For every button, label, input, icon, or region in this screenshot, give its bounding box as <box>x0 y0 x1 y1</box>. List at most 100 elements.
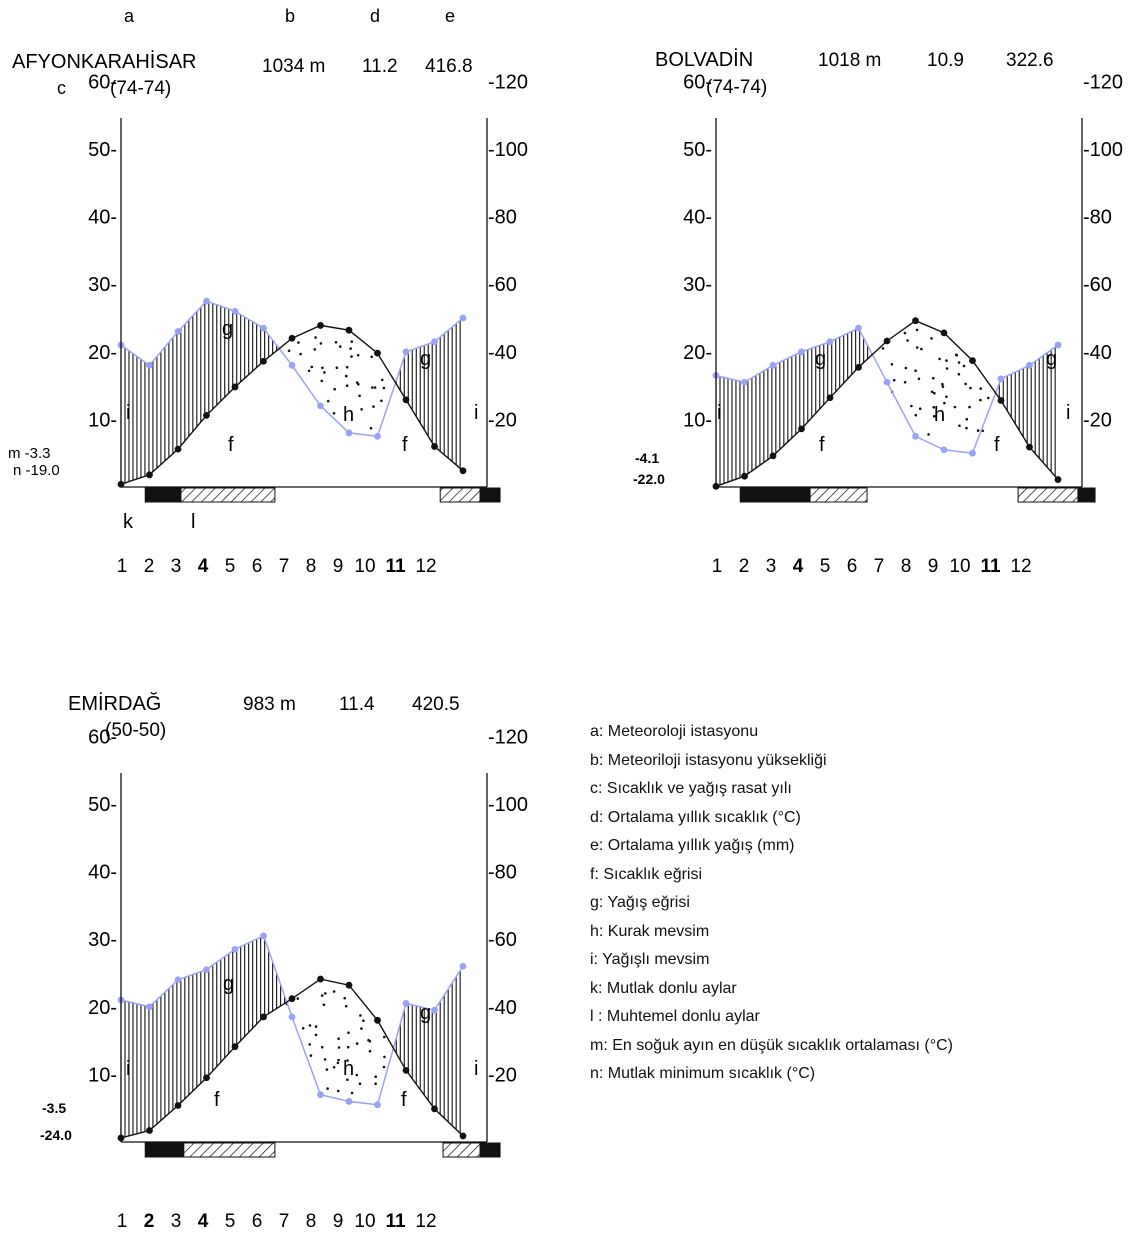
temperature-tick-label: 10- <box>88 409 117 431</box>
dry-dot <box>370 355 374 359</box>
month-label: 8 <box>901 556 912 577</box>
month-label: 1 <box>117 556 128 577</box>
dry-dot <box>337 1046 341 1049</box>
precipitation-point <box>260 324 267 332</box>
possible-frost-bar-2 <box>1017 487 1079 503</box>
dry-dot <box>308 1024 312 1027</box>
precipitation-tick-label: -40 <box>488 342 517 364</box>
dry-dot <box>965 426 968 430</box>
dry-dot <box>345 374 348 378</box>
month-label: 10 <box>354 1211 375 1232</box>
humid-season-bars <box>120 301 461 485</box>
month-label: 6 <box>252 1211 263 1232</box>
month-label: 5 <box>225 1211 236 1232</box>
dry-dot <box>334 341 338 344</box>
precipitation-point <box>374 1101 381 1109</box>
precipitation-tick-label: -80 <box>488 862 517 884</box>
dry-dot <box>881 347 885 350</box>
precipitation-point <box>940 446 948 454</box>
precipitation-point <box>402 348 410 356</box>
coldest-month-min-label: -3.5 <box>42 1100 66 1116</box>
dry-dot <box>313 348 317 351</box>
mean-annual-temperature: 10.9 <box>927 50 964 71</box>
dry-dot <box>356 353 360 357</box>
precipitation-point <box>288 361 296 369</box>
dry-dot <box>372 405 375 408</box>
month-label: 12 <box>1010 556 1031 577</box>
precipitation-point <box>459 314 467 322</box>
temperature-point <box>231 1043 239 1051</box>
precipitation-curve-letter: g <box>223 973 234 995</box>
precipitation-tick-label: -100 <box>1083 139 1123 161</box>
dry-dot <box>310 365 314 369</box>
month-label: 11 <box>980 556 1001 577</box>
absolute-minimum-label: n -19.0 <box>13 462 60 479</box>
temperature-curve-letter: f <box>994 434 1000 456</box>
dry-dot <box>355 381 359 384</box>
dry-dot <box>965 417 969 421</box>
legend-item: k: Mutlak donlu aylar <box>590 979 737 997</box>
temperature-point <box>345 981 353 989</box>
station-name: EMİRDAĞ <box>68 692 161 715</box>
precipitation-tick-label: -20 <box>488 1064 517 1086</box>
precipitation-point <box>345 1098 353 1105</box>
precipitation-tick-label: -20 <box>1083 409 1112 431</box>
month-label: 3 <box>766 556 777 577</box>
dry-dot <box>382 386 386 390</box>
dry-dot <box>930 337 933 340</box>
dry-dot <box>373 386 377 389</box>
dry-dot <box>380 399 383 403</box>
temperature-point <box>146 1127 153 1134</box>
dry-dot <box>337 1089 340 1093</box>
absolute-frost-bar-1 <box>144 1142 185 1158</box>
temperature-tick-label: 40- <box>88 862 117 884</box>
dry-dot <box>932 406 935 409</box>
temperature-point <box>174 445 182 453</box>
dry-dot <box>346 1059 349 1062</box>
temperature-point <box>402 1066 410 1074</box>
dry-dot <box>374 1082 377 1085</box>
dry-dot <box>347 1031 350 1034</box>
temperature-point <box>260 1013 267 1021</box>
dry-dot <box>344 1004 348 1008</box>
temperature-point <box>231 383 239 391</box>
precipitation-curve <box>715 327 1059 455</box>
temperature-point <box>769 452 777 460</box>
month-label: 8 <box>306 1211 317 1232</box>
dry-dot <box>914 413 918 417</box>
climate-diagram-2: BOLVADİN (74-74) 1018 m 10.9 322.6 -4.1 -22.0 1… <box>633 48 1123 577</box>
dry-dot <box>326 399 330 403</box>
dry-season-letter: h <box>934 404 945 426</box>
dry-dot <box>297 341 300 344</box>
dry-dot <box>979 387 982 390</box>
month-label: 4 <box>198 1211 209 1232</box>
precipitation-point <box>1054 341 1062 349</box>
temperature-tick-label: 60- <box>683 71 712 93</box>
coldest-month-min-label: -4.1 <box>635 450 659 466</box>
month-label: 5 <box>820 556 831 577</box>
possible-frost-bar-2 <box>439 487 481 503</box>
dry-dot <box>362 1019 365 1022</box>
dry-dot <box>933 391 936 395</box>
precipitation-tick-label: -40 <box>488 997 517 1019</box>
precipitation-tick-label: -60 <box>1083 274 1112 296</box>
temperature-point <box>146 471 153 479</box>
dry-dot <box>355 1042 359 1045</box>
temperature-point <box>997 397 1005 404</box>
absolute-frost-letter: k <box>123 511 134 533</box>
precipitation-point <box>203 297 210 305</box>
temperature-point <box>883 337 891 345</box>
legend-item: g: Yağış eğrisi <box>590 894 690 911</box>
header-letter-d: d <box>370 6 380 26</box>
month-label: 7 <box>279 556 290 577</box>
dry-dot <box>941 385 945 388</box>
dry-dot <box>350 1091 354 1095</box>
station-elevation: 1034 m <box>262 56 325 77</box>
dry-season-dots <box>285 990 386 1095</box>
month-label: 12 <box>415 1211 436 1232</box>
annual-precipitation: 420.5 <box>412 694 460 715</box>
precipitation-curve-letter: g <box>420 1002 431 1024</box>
dry-dot <box>962 364 966 368</box>
dry-dot <box>918 407 922 411</box>
precipitation-point <box>231 945 239 953</box>
